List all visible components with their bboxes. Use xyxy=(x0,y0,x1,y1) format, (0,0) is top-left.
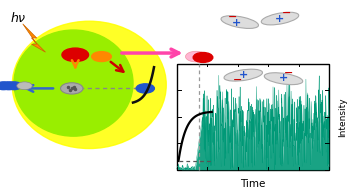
Circle shape xyxy=(0,82,11,90)
Text: $h\nu$: $h\nu$ xyxy=(10,11,27,25)
Text: +: + xyxy=(232,18,241,28)
Ellipse shape xyxy=(221,16,259,28)
Text: +: + xyxy=(275,14,285,24)
Circle shape xyxy=(92,52,111,62)
Bar xyxy=(177,64,329,170)
Text: +: + xyxy=(239,70,248,80)
Text: −: − xyxy=(233,75,243,85)
Text: Time: Time xyxy=(240,180,266,189)
Circle shape xyxy=(61,83,83,94)
Circle shape xyxy=(17,82,32,90)
Polygon shape xyxy=(23,24,46,52)
Circle shape xyxy=(136,84,154,93)
Circle shape xyxy=(1,82,16,90)
Ellipse shape xyxy=(14,30,133,136)
Ellipse shape xyxy=(261,12,299,25)
Text: +: + xyxy=(279,73,288,83)
Text: −: − xyxy=(228,12,237,22)
Ellipse shape xyxy=(264,73,303,85)
Circle shape xyxy=(186,51,206,62)
Text: −: − xyxy=(282,8,292,18)
Circle shape xyxy=(193,53,213,62)
Ellipse shape xyxy=(224,69,262,81)
Text: −: − xyxy=(284,67,293,77)
Text: Intensity: Intensity xyxy=(338,97,347,136)
Ellipse shape xyxy=(12,21,166,149)
Circle shape xyxy=(62,48,89,62)
Circle shape xyxy=(6,82,22,90)
